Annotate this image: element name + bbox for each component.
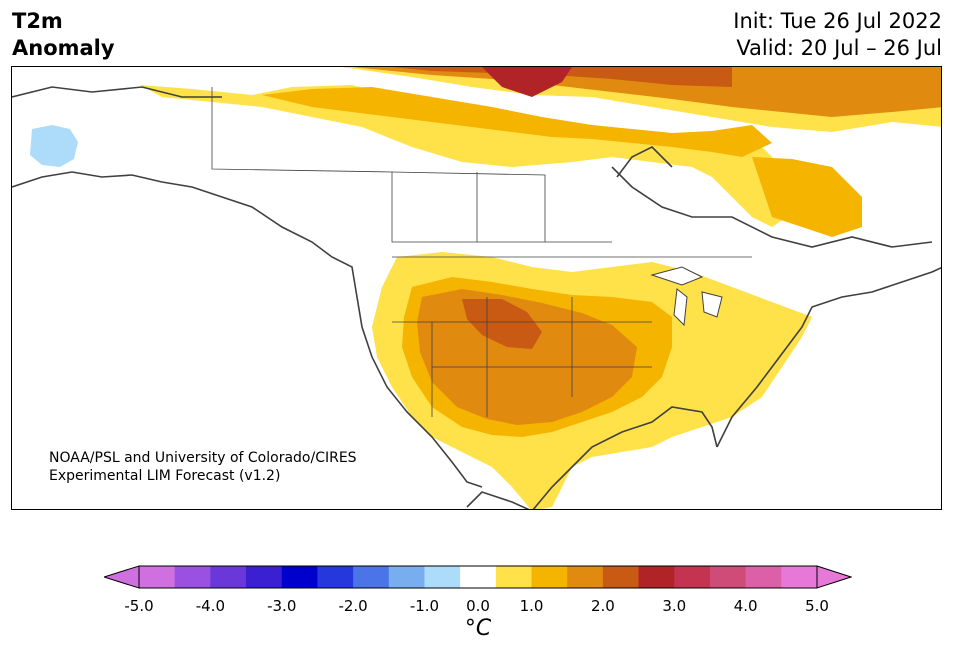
colorbar-swatch — [353, 566, 390, 588]
political-borders — [211, 87, 752, 417]
map-canvas — [12, 67, 941, 509]
valid-range: Valid: 20 Jul – 26 Jul — [736, 36, 942, 60]
colorbar-swatch — [388, 566, 425, 588]
title-line-1: T2m — [12, 9, 63, 33]
colorbar-swatch — [531, 566, 568, 588]
colorbar-tick-label: -1.0 — [409, 597, 440, 615]
colorbar-tick-label: -2.0 — [338, 597, 368, 615]
colorbar-swatch — [424, 566, 461, 588]
warm-anomaly-us-red — [462, 299, 542, 349]
anomaly-map — [11, 66, 942, 510]
colorbar-swatch — [246, 566, 283, 588]
colorbar-tick-label: 2.0 — [590, 597, 615, 615]
warm-anomaly-quebec — [752, 157, 862, 237]
colorbar-swatch — [602, 566, 640, 588]
colorbar — [104, 565, 852, 589]
colorbar-swatch — [495, 566, 533, 588]
colorbar-swatch — [709, 566, 747, 588]
colorbar-tick-label: -4.0 — [195, 597, 225, 615]
warm-anomaly-arctic-red — [392, 67, 732, 87]
credit-line-1: NOAA/PSL and University of Colorado/CIRE… — [49, 450, 357, 466]
colorbar-tick-label: 5.0 — [805, 597, 829, 615]
colorbar-swatch — [781, 566, 818, 588]
coastlines — [12, 86, 941, 509]
colorbar-border — [138, 565, 818, 589]
colorbar-swatch — [674, 566, 711, 588]
colorbar-swatch — [460, 566, 497, 588]
forecast-dates: Init: Tue 26 Jul 2022 Valid: 20 Jul – 26… — [733, 8, 942, 62]
colorbar-tick-label: 3.0 — [662, 597, 687, 615]
colorbar-swatch — [567, 566, 604, 588]
init-date: Init: Tue 26 Jul 2022 — [733, 9, 942, 33]
colorbar-tick-label: -3.0 — [267, 597, 297, 615]
warm-anomaly-canada-north — [140, 85, 802, 227]
colorbar-swatch — [210, 566, 247, 588]
credit-line-2: Experimental LIM Forecast (v1.2) — [49, 468, 281, 484]
colorbar-swatch — [139, 566, 176, 588]
colorbar-extend-high — [816, 565, 852, 589]
warm-anomaly-arctic-dark — [482, 67, 572, 97]
colorbar-swatch — [281, 566, 318, 588]
credit-text: NOAA/PSL and University of Colorado/CIRE… — [49, 449, 357, 485]
colorbar-swatch — [638, 566, 675, 588]
colorbar-extend-low — [104, 565, 140, 589]
colorbar-tick-label: 1.0 — [519, 597, 544, 615]
warm-anomaly-canada-mid — [262, 87, 772, 157]
cold-anomaly-alaska — [30, 125, 78, 167]
colorbar-swatch — [745, 566, 782, 588]
title-line-2: Anomaly — [12, 36, 115, 60]
colorbar-tick-label: 0.0 — [466, 597, 490, 615]
colorbar-units: °C — [464, 616, 492, 641]
great-lakes — [650, 266, 723, 327]
map-title: T2m Anomaly — [12, 8, 115, 62]
colorbar-swatch — [174, 566, 211, 588]
colorbar-swatch — [317, 566, 354, 588]
colorbar-tick-label: 4.0 — [733, 597, 758, 615]
colorbar-tick-label: -5.0 — [124, 597, 154, 615]
